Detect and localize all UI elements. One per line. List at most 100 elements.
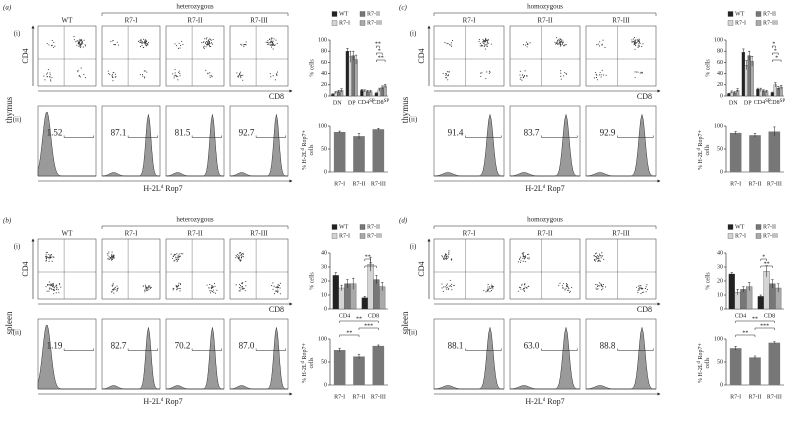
sup: d — [697, 360, 702, 363]
gate-value: 92.7 — [239, 128, 255, 138]
flow-dot — [237, 256, 239, 258]
flow-dot — [562, 40, 564, 42]
flow-dot — [48, 260, 50, 262]
flow-dot — [596, 44, 598, 46]
sig-bracket — [376, 59, 386, 62]
flow-dot — [115, 44, 117, 46]
flow-dot — [83, 73, 85, 76]
flow-dot — [565, 73, 567, 75]
flow-dot — [633, 43, 635, 45]
flow-dot — [238, 283, 241, 285]
flow-dot — [599, 253, 601, 255]
gate — [541, 348, 578, 351]
legend-label: WT — [735, 224, 745, 230]
flow-dots — [593, 37, 644, 81]
flow-dot — [528, 257, 530, 259]
error-bar — [756, 87, 760, 91]
error-bar — [331, 93, 335, 95]
bar — [729, 132, 742, 172]
flow-plot — [165, 25, 225, 87]
x-tick-label: R7-II — [353, 394, 366, 400]
flow-dot — [207, 72, 209, 74]
gate-value: 82.7 — [111, 341, 127, 351]
flow-dot — [489, 291, 491, 293]
flow-dot — [139, 41, 141, 44]
flow-dot — [49, 79, 52, 81]
flow-dot — [271, 285, 273, 287]
flow-dot — [600, 284, 603, 286]
flow-dot — [597, 288, 599, 290]
flow-dot — [517, 290, 519, 292]
y-tick-label: 20 — [717, 278, 723, 284]
flow-dot — [179, 75, 181, 77]
flow-dot — [485, 78, 487, 80]
flow-dot — [77, 41, 79, 43]
legend-swatch — [755, 20, 762, 26]
flow-dot — [179, 255, 181, 257]
flow-dot — [567, 287, 569, 289]
flow-dot — [267, 43, 269, 45]
y-tick-label: 30 — [321, 264, 327, 270]
flow-dot — [602, 288, 604, 290]
flow-dot — [84, 44, 86, 46]
gate-value: 87.0 — [239, 341, 255, 351]
x-tick-label: CD8SP — [372, 99, 389, 107]
flow-dot — [149, 287, 152, 289]
flow-dot — [241, 283, 243, 285]
flow-dot — [565, 287, 567, 289]
flow-dot — [639, 42, 641, 44]
flow-dot — [141, 40, 143, 42]
x-tick-label: R7-III — [371, 181, 386, 187]
histogram-curve — [37, 324, 96, 390]
flow-dot — [566, 283, 568, 285]
error-bar — [378, 87, 381, 92]
gate — [617, 348, 654, 351]
y-tick-label: 0 — [720, 93, 723, 99]
flow-dot — [209, 43, 211, 45]
flow-dot — [449, 279, 451, 281]
flow-dot — [275, 287, 277, 289]
flow-dot — [560, 70, 562, 72]
flow-dot — [211, 291, 213, 293]
error-bar — [734, 346, 737, 351]
flow-dot — [521, 284, 523, 286]
error-bar — [340, 284, 343, 291]
flow-dot — [599, 259, 601, 262]
flow-dot — [51, 260, 53, 262]
legend-swatch — [331, 233, 338, 239]
flow-plot — [509, 238, 581, 300]
flow-dot — [48, 258, 50, 260]
flow-dot — [111, 75, 113, 77]
flow-plot — [509, 25, 581, 87]
flow-dot — [49, 74, 51, 76]
flow-dot — [640, 293, 642, 295]
flow-y-label: CD4 — [21, 261, 30, 276]
flow-dot — [177, 47, 180, 50]
flow-dot — [559, 45, 561, 47]
y-tick-label: 40 — [321, 250, 327, 256]
tissue-label: spleen — [4, 311, 14, 334]
base: H-2L — [143, 397, 160, 406]
bar — [729, 348, 742, 385]
flow-dot — [210, 42, 213, 44]
flow-dot — [271, 42, 273, 44]
flow-dot — [108, 258, 110, 260]
y-tick-label: 20 — [717, 82, 723, 88]
flow-dot — [45, 258, 47, 260]
flow-dot — [279, 293, 281, 295]
flow-dot — [145, 39, 147, 41]
flow-dot — [451, 258, 453, 260]
flow-dot — [275, 39, 277, 41]
sig-bracket — [772, 52, 779, 55]
flow-dot — [206, 284, 208, 286]
flow-dot — [244, 43, 247, 46]
flow-dot — [634, 48, 636, 50]
flow-dot — [491, 43, 493, 45]
flow-dot — [563, 75, 565, 77]
flow-dot — [210, 38, 212, 40]
legend-label: R7-III — [367, 20, 382, 26]
flow-dot — [112, 285, 114, 287]
legend-label: R7-II — [367, 224, 380, 230]
flow-dot — [49, 287, 51, 289]
flow-dot — [642, 43, 644, 45]
